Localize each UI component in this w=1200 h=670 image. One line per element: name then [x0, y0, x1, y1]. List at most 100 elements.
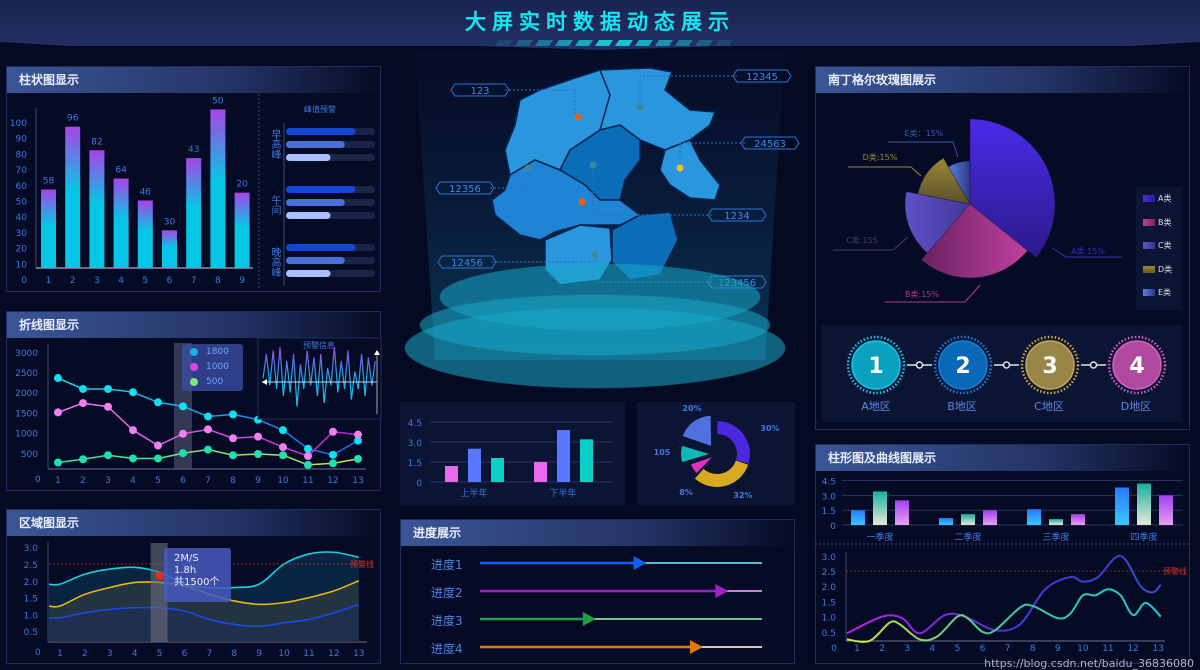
legend-label: A类	[1158, 194, 1172, 203]
x-tick-label: 上半年	[460, 487, 487, 499]
progress-arrow-icon[interactable]	[582, 612, 596, 626]
line-point	[179, 402, 187, 411]
header-dash	[615, 40, 633, 46]
bar-value-label: 96	[67, 114, 79, 124]
bar	[961, 514, 975, 525]
map-marker	[676, 164, 684, 172]
region-badge[interactable]	[1025, 340, 1075, 390]
bar	[1159, 495, 1173, 525]
x-tick-label: 5	[155, 476, 161, 486]
map-label-box	[707, 208, 767, 222]
legend-item[interactable]: 500	[182, 375, 243, 389]
x-tick-label: 10	[277, 476, 289, 486]
line-chart-legend: 1800 1000 500	[182, 344, 243, 391]
legend-label: E类	[1158, 288, 1172, 297]
progress-arrow-icon[interactable]	[715, 584, 729, 598]
header-dash	[655, 40, 673, 46]
bar	[113, 178, 129, 268]
region-badge[interactable]	[1112, 340, 1162, 390]
peak-bar	[286, 199, 345, 206]
x-tick-label: 二季度	[954, 531, 981, 543]
region-number: 2	[955, 354, 970, 379]
header-dash	[595, 40, 613, 46]
region-ring	[1020, 335, 1080, 395]
line-point	[329, 459, 337, 468]
map-marker	[589, 161, 597, 169]
peak-warning-title: 峰值预警	[304, 104, 336, 114]
map-marker	[578, 198, 586, 206]
x-tick-label: 7	[191, 276, 197, 286]
peak-bar	[286, 244, 356, 251]
legend-item[interactable]: E类	[1136, 281, 1182, 305]
y-tick-label: 2000	[15, 389, 38, 399]
legend-item[interactable]: A类	[1136, 187, 1182, 211]
x-tick-label: 9	[256, 649, 262, 659]
inset-zigzag	[262, 346, 376, 407]
region-badge[interactable]	[851, 340, 901, 390]
region-label: C地区	[1034, 400, 1064, 413]
legend-item[interactable]: 1800	[182, 345, 243, 359]
line-point	[229, 434, 237, 443]
peak-bar	[286, 257, 345, 264]
x-tick-label: 2	[879, 644, 885, 654]
x-tick-label: 12	[327, 476, 338, 486]
y-tick-label: 3000	[15, 349, 38, 359]
header-dash	[575, 40, 593, 46]
rose-label: D类:15%	[863, 152, 898, 162]
legend-item[interactable]: C类	[1136, 234, 1182, 258]
legend-label: C类	[1158, 241, 1172, 250]
bar	[1071, 514, 1085, 525]
y-tick-label: 1.5	[822, 507, 836, 517]
progress-arrow-icon[interactable]	[633, 556, 647, 570]
legend-item[interactable]: B类	[1136, 211, 1182, 235]
connector-node	[1089, 361, 1098, 369]
peak-group-label: 晚高峰	[269, 247, 280, 277]
peak-bar	[286, 270, 331, 277]
x-tick-label: 12	[328, 649, 339, 659]
region-badge[interactable]	[938, 340, 988, 390]
legend-label: 1800	[206, 347, 229, 357]
x-tick-label: 三季度	[1042, 531, 1069, 543]
x-tick-label: 4	[130, 476, 136, 486]
x-tick-label: 四季度	[1130, 531, 1157, 543]
legend-item[interactable]: D类	[1136, 258, 1182, 282]
x-tick-label: 10	[278, 649, 290, 659]
donut-panel	[637, 402, 795, 505]
line-point	[279, 443, 287, 452]
x-tick-label: 4	[118, 276, 124, 286]
x-tick-label: 7	[1005, 644, 1011, 654]
y-tick-label: 1.0	[822, 614, 837, 624]
header-dash	[675, 40, 693, 46]
y-tick-label: 0.5	[24, 628, 38, 638]
progress-arrow-icon[interactable]	[689, 640, 703, 654]
x-tick-label: 5	[157, 649, 163, 659]
line-point	[304, 452, 312, 461]
y-tick-label: 4.5	[408, 419, 422, 429]
legend-item[interactable]: 1000	[182, 360, 243, 374]
rose-label: A类:15%	[1071, 246, 1105, 256]
region-number: 1	[868, 354, 883, 379]
x-tick-label: 6	[167, 276, 173, 286]
donut-label: 20%	[682, 404, 701, 413]
line-point	[204, 412, 212, 421]
map-marker	[524, 164, 532, 172]
line-point	[354, 436, 362, 445]
panel-title: 柱形图及曲线图展示	[816, 445, 1189, 471]
x-tick-label: 11	[1102, 644, 1113, 654]
progress-label: 进度2	[431, 586, 463, 600]
map-label-box	[732, 69, 792, 83]
line-point	[79, 455, 87, 464]
x-tick-label: 8	[230, 476, 236, 486]
bar-value-label: 64	[115, 166, 127, 176]
x-tick-label: 2	[80, 476, 86, 486]
line-point	[279, 451, 287, 460]
rose-label: B类:15%	[905, 289, 939, 299]
line-point	[204, 445, 212, 454]
line-point	[229, 451, 237, 460]
legend-label: B类	[1158, 217, 1172, 227]
y-tick-label: 50	[16, 198, 28, 208]
bar	[234, 192, 250, 268]
y-tick-label: 2500	[15, 369, 38, 379]
y-tick-label: 1500	[15, 409, 38, 419]
region-number: 4	[1129, 354, 1144, 379]
